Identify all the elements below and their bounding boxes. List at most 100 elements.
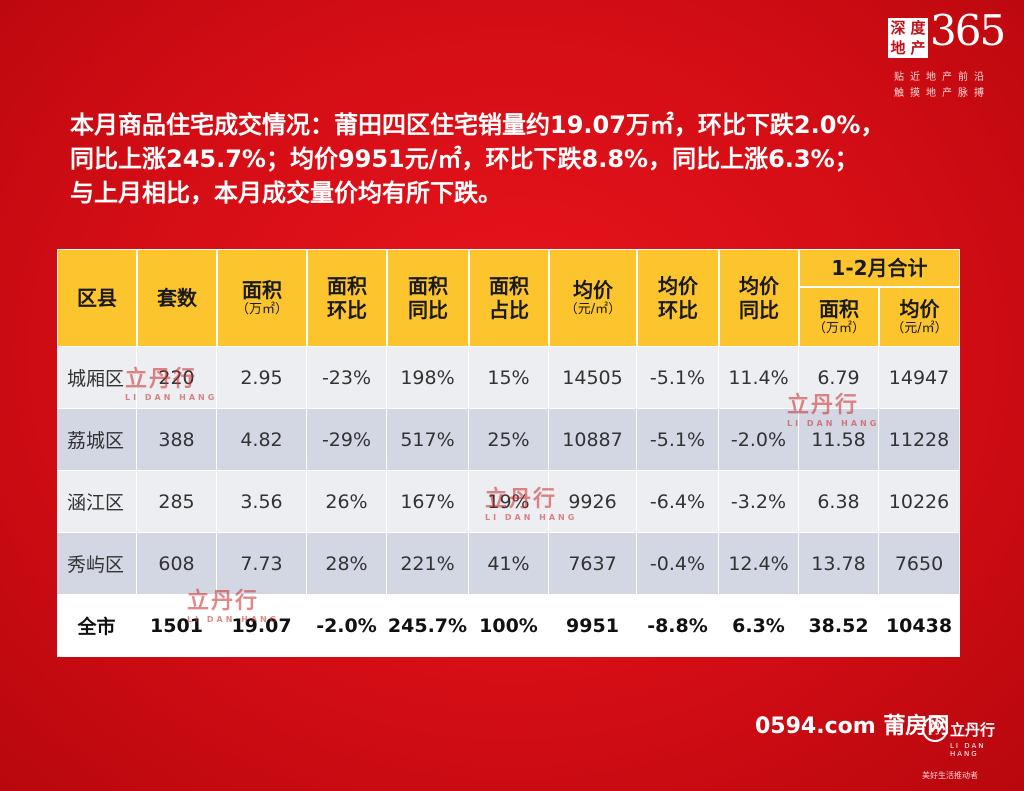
cell-ytd-price: 10438	[879, 595, 960, 657]
cell-price-yoy: 11.4%	[719, 347, 799, 409]
cell-price: 14505	[549, 347, 637, 409]
header-area-mom: 面积环比	[307, 249, 387, 347]
cell-price: 9951	[549, 595, 637, 657]
cell-area-mom: 28%	[307, 533, 387, 595]
table-total-row: 全市 1501 19.07 -2.0% 245.7% 100% 9951 -8.…	[57, 595, 960, 657]
header-area: 面积 （万㎡）	[217, 249, 307, 347]
cell-units: 285	[137, 471, 217, 533]
header-label: 面积	[819, 297, 859, 321]
cell-units: 608	[137, 533, 217, 595]
cell-ytd-price: 11228	[879, 409, 960, 471]
cell-units: 1501	[137, 595, 217, 657]
cell-price-yoy: 12.4%	[719, 533, 799, 595]
headline-summary: 本月商品住宅成交情况：莆田四区住宅销量约19.07万㎡，环比下跌2.0%， 同比…	[70, 108, 990, 210]
cell-units: 388	[137, 409, 217, 471]
cell-ytd-area: 6.79	[799, 347, 879, 409]
table-row: 秀屿区 608 7.73 28% 221% 41% 7637 -0.4% 12.…	[57, 533, 960, 595]
cell-price: 9926	[549, 471, 637, 533]
cell-ytd-price: 7650	[879, 533, 960, 595]
transaction-table-panel: 区县 套数 面积 （万㎡） 面积环比 面积同比 面积占比 均价 （元/㎡） 均价环比…	[57, 249, 960, 657]
cell-price-yoy: 6.3%	[719, 595, 799, 657]
table-row: 涵江区 285 3.56 26% 167% 19% 9926 -6.4% -3.…	[57, 471, 960, 533]
cell-ytd-area: 38.52	[799, 595, 879, 657]
cell-district: 涵江区	[57, 471, 137, 533]
logo-number: 365	[930, 6, 1006, 55]
header-label: 面积同比	[408, 274, 448, 322]
cell-price-mom: -5.1%	[637, 409, 719, 471]
logo-tagline: 触摸地产脉搏	[894, 88, 990, 99]
cell-ytd-area: 6.38	[799, 471, 879, 533]
header-label: 1-2月合计	[831, 256, 928, 280]
logo-tagline: 贴近地产前沿	[894, 72, 990, 83]
footer-slogan: 美好生活推动者	[922, 771, 978, 780]
cell-price-mom: -5.1%	[637, 347, 719, 409]
header-unit: （元/㎡）	[891, 321, 948, 336]
header-ytd-area: 面积 （万㎡）	[799, 287, 879, 347]
header-label: 面积环比	[327, 274, 367, 322]
footer-brand-logo: 丹立丹行 LI DAN HANG 美好生活推动者	[922, 716, 1018, 784]
header-area-share: 面积占比	[469, 249, 549, 347]
cell-area-yoy: 198%	[387, 347, 469, 409]
headline-line: 与上月相比，本月成交量价均有所下跌。	[70, 179, 502, 207]
cell-area-mom: 26%	[307, 471, 387, 533]
header-label: 均价环比	[658, 274, 698, 322]
cell-ytd-area: 13.78	[799, 533, 879, 595]
cell-area-share: 19%	[469, 471, 549, 533]
cell-price-mom: -0.4%	[637, 533, 719, 595]
cell-ytd-price: 10226	[879, 471, 960, 533]
footer-site-label: 0594.com 莆房网	[755, 714, 950, 739]
headline-line: 同比上涨245.7%；均价9951元/㎡，环比下跌8.8%，同比上涨6.3%；	[70, 145, 859, 173]
header-label: 区县	[77, 286, 117, 310]
header-label: 均价同比	[739, 274, 779, 322]
brand-logo: 深 度 地 产 365 贴近地产前沿 触摸地产脉搏	[888, 6, 1016, 99]
header-label: 面积	[242, 278, 282, 302]
footer-brand-en: LI DAN HANG	[950, 742, 986, 758]
headline-line: 本月商品住宅成交情况：莆田四区住宅销量约19.07万㎡，环比下跌2.0%，	[70, 111, 885, 139]
header-label: 面积占比	[489, 274, 529, 322]
logo-badge: 深 度 地 产	[888, 18, 928, 58]
cell-area-share: 25%	[469, 409, 549, 471]
logo-char: 地	[890, 39, 906, 57]
brand-mark-icon: 丹	[922, 716, 948, 742]
cell-price-mom: -8.8%	[637, 595, 719, 657]
cell-area-yoy: 517%	[387, 409, 469, 471]
cell-district: 全市	[57, 595, 137, 657]
header-label: 均价	[899, 297, 940, 321]
logo-char: 产	[910, 39, 926, 57]
cell-area: 3.56	[217, 471, 307, 533]
cell-price-yoy: -3.2%	[719, 471, 799, 533]
cell-area: 19.07	[217, 595, 307, 657]
header-unit: （万㎡）	[812, 321, 865, 336]
cell-area: 7.73	[217, 533, 307, 595]
transaction-table: 区县 套数 面积 （万㎡） 面积环比 面积同比 面积占比 均价 （元/㎡） 均价环比…	[57, 249, 960, 657]
cell-price: 7637	[549, 533, 637, 595]
logo-char: 度	[910, 19, 926, 37]
cell-area: 4.82	[217, 409, 307, 471]
cell-area-mom: -29%	[307, 409, 387, 471]
cell-district: 城厢区	[57, 347, 137, 409]
header-price-mom: 均价环比	[637, 249, 719, 347]
header-ytd-price: 均价 （元/㎡）	[879, 287, 960, 347]
cell-price-yoy: -2.0%	[719, 409, 799, 471]
cell-price: 10887	[549, 409, 637, 471]
cell-area-yoy: 221%	[387, 533, 469, 595]
cell-ytd-price: 14947	[879, 347, 960, 409]
header-area-yoy: 面积同比	[387, 249, 469, 347]
header-price-yoy: 均价同比	[719, 249, 799, 347]
header-district: 区县	[57, 249, 137, 347]
header-label: 套数	[157, 286, 197, 310]
cell-area-mom: -2.0%	[307, 595, 387, 657]
header-unit: （万㎡）	[235, 302, 288, 317]
cell-area-share: 100%	[469, 595, 549, 657]
cell-area-mom: -23%	[307, 347, 387, 409]
cell-district: 秀屿区	[57, 533, 137, 595]
cell-price-mom: -6.4%	[637, 471, 719, 533]
header-unit: （元/㎡）	[564, 302, 622, 317]
logo-char: 深	[890, 19, 906, 37]
cell-area-share: 41%	[469, 533, 549, 595]
header-label: 均价	[573, 278, 613, 302]
cell-area-yoy: 245.7%	[387, 595, 469, 657]
cell-area-yoy: 167%	[387, 471, 469, 533]
cell-area-share: 15%	[469, 347, 549, 409]
cell-units: 220	[137, 347, 217, 409]
